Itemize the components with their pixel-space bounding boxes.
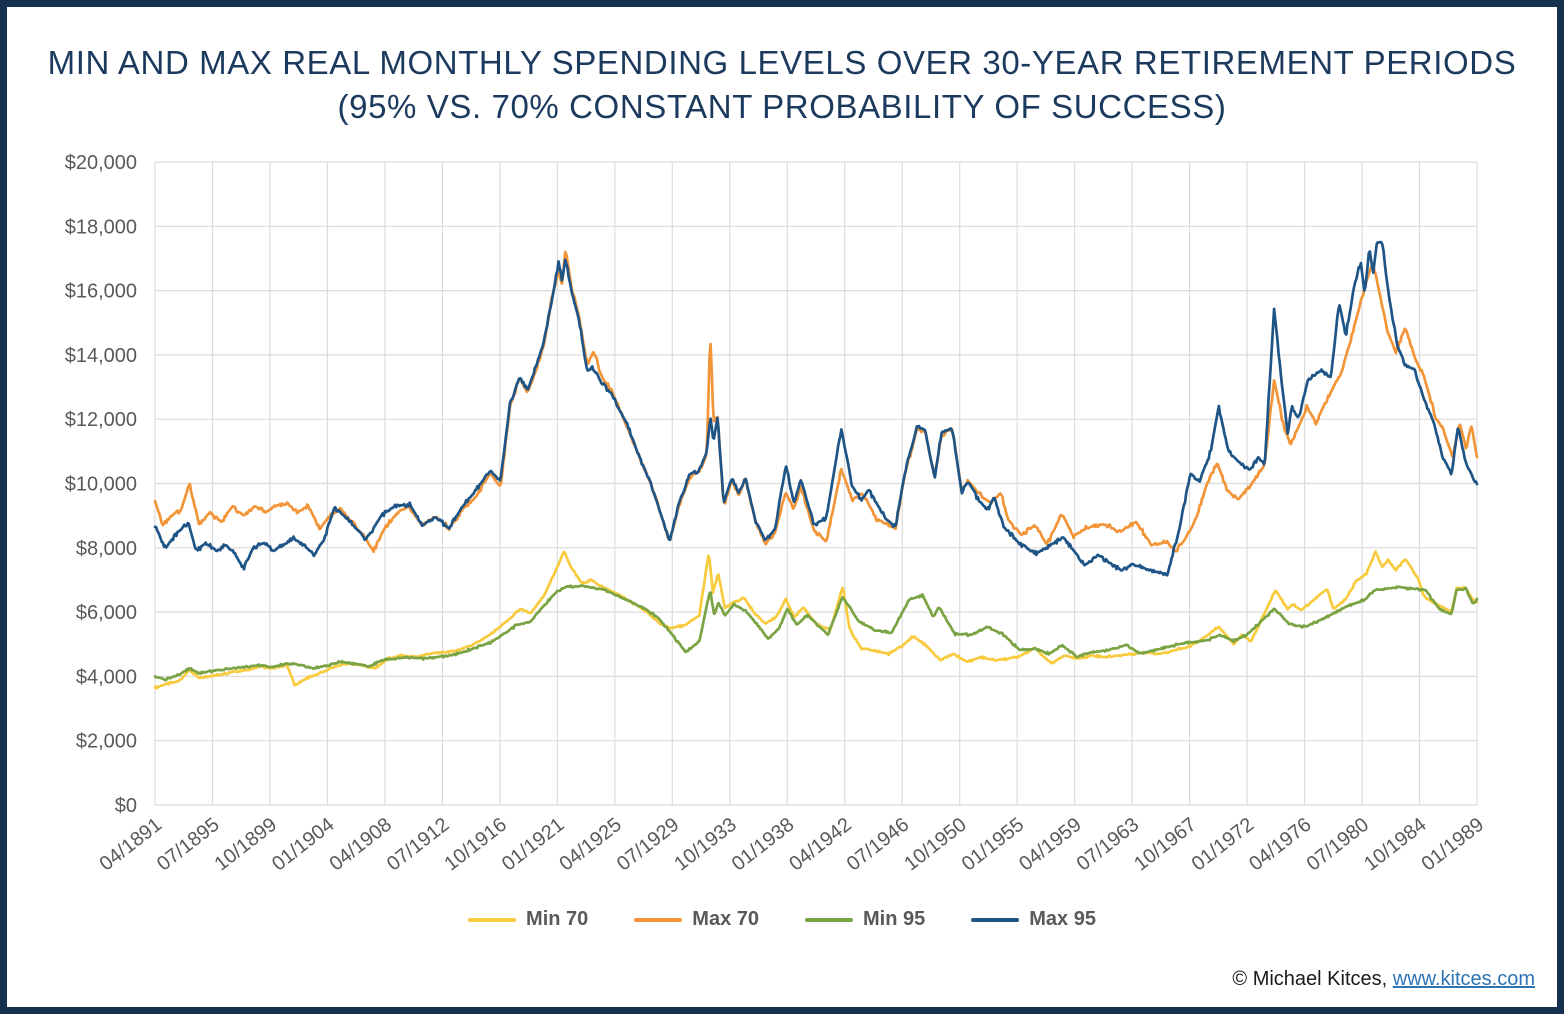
x-tick-label: 01/1989 bbox=[1418, 814, 1489, 876]
x-tick-label: 07/1980 bbox=[1303, 814, 1374, 876]
y-tick-label: $16,000 bbox=[65, 281, 137, 303]
x-tick-label: 04/1976 bbox=[1245, 814, 1316, 876]
x-tick-label: 07/1895 bbox=[153, 814, 224, 876]
legend-item-min95: Min 95 bbox=[805, 908, 925, 931]
x-tick-label: 10/1950 bbox=[900, 814, 971, 876]
x-tick-label: 07/1912 bbox=[383, 814, 454, 876]
y-tick-label: $4,000 bbox=[76, 666, 137, 688]
x-tick-label: 07/1963 bbox=[1073, 814, 1144, 876]
x-tick-label: 10/1916 bbox=[440, 814, 511, 876]
y-tick-label: $14,000 bbox=[65, 345, 137, 367]
x-tick-label: 01/1938 bbox=[728, 814, 799, 876]
legend-line-swatch bbox=[468, 917, 517, 922]
y-tick-label: $0 bbox=[115, 795, 137, 817]
legend-label: Min 70 bbox=[526, 908, 589, 930]
x-tick-label: 01/1904 bbox=[268, 814, 339, 876]
kitces-link[interactable]: www.kitces.com bbox=[1392, 968, 1535, 990]
series-line-max70 bbox=[153, 250, 1479, 554]
x-tick-label: 04/1925 bbox=[555, 814, 626, 876]
legend-line-swatch bbox=[634, 917, 683, 922]
legend-label: Max 95 bbox=[1029, 908, 1096, 930]
y-tick-label: $2,000 bbox=[76, 731, 137, 753]
legend-line-swatch bbox=[971, 917, 1020, 922]
series-line-max95 bbox=[153, 240, 1479, 577]
legend-item-max70: Max 70 bbox=[634, 908, 759, 931]
x-tick-label: 10/1984 bbox=[1360, 814, 1431, 876]
footer-credit: © Michael Kitces, www.kitces.com bbox=[1232, 968, 1535, 991]
x-tick-label: 10/1967 bbox=[1130, 814, 1201, 876]
chart-title: MIN AND MAX REAL MONTHLY SPENDING LEVELS… bbox=[47, 44, 1517, 125]
y-tick-label: $20,000 bbox=[65, 152, 137, 174]
copyright-text: © Michael Kitces, bbox=[1232, 968, 1393, 990]
x-tick-label: 04/1908 bbox=[325, 814, 396, 876]
series-line-min70 bbox=[153, 550, 1479, 690]
chart-canvas: $0 $2,000 $4,000 $6,000 $8,000 $10,000 $12,000… bbox=[65, 152, 1489, 876]
legend-item-max95: Max 95 bbox=[971, 908, 1096, 931]
y-tick-label: $6,000 bbox=[76, 602, 137, 624]
y-tick-label: $8,000 bbox=[76, 538, 137, 560]
x-tick-label: 10/1899 bbox=[211, 814, 282, 876]
x-tick-label: 01/1972 bbox=[1188, 814, 1259, 876]
legend-line-swatch bbox=[805, 917, 853, 922]
y-tick-label: $18,000 bbox=[65, 216, 137, 238]
legend-item-min70: Min 70 bbox=[468, 908, 588, 931]
x-tick-label: 07/1946 bbox=[843, 814, 914, 876]
y-tick-label: $12,000 bbox=[65, 409, 137, 431]
legend-label: Max 70 bbox=[692, 908, 759, 930]
series-line-min95 bbox=[153, 584, 1479, 682]
x-tick-label: 04/1959 bbox=[1015, 814, 1086, 876]
x-tick-label: 04/1891 bbox=[96, 814, 167, 876]
chart-legend: Min 70 Max 70 Min 95 Max 95 bbox=[7, 908, 1557, 931]
x-tick-label: 10/1933 bbox=[670, 814, 741, 876]
legend-label: Min 95 bbox=[863, 908, 926, 930]
x-tick-label: 07/1929 bbox=[613, 814, 684, 876]
y-tick-label: $10,000 bbox=[65, 474, 137, 496]
x-tick-label: 04/1942 bbox=[785, 814, 856, 876]
x-tick-label: 01/1955 bbox=[958, 814, 1029, 876]
x-tick-label: 01/1921 bbox=[498, 814, 569, 876]
